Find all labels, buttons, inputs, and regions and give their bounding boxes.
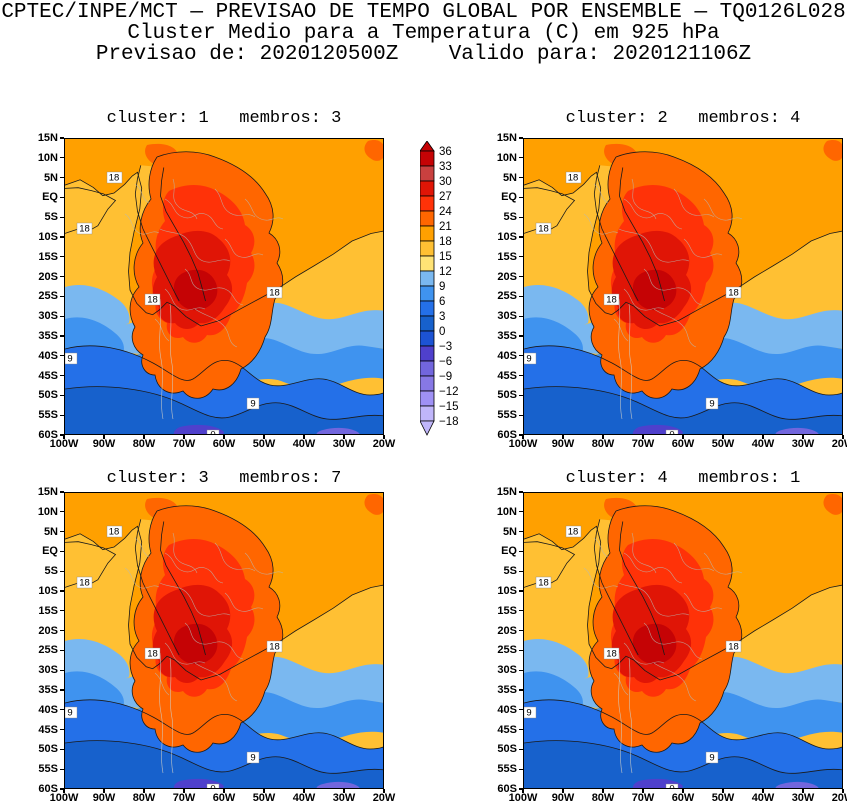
svg-text:18: 18 [568,173,579,184]
svg-text:24: 24 [439,206,452,218]
svg-text:27: 27 [439,191,452,203]
svg-text:18: 18 [109,527,120,538]
svg-text:0: 0 [210,430,215,436]
svg-text:9: 9 [709,753,714,764]
svg-text:18: 18 [439,236,452,248]
svg-text:6: 6 [439,296,445,308]
svg-text:18: 18 [147,649,158,660]
svg-text:9: 9 [526,708,531,719]
svg-text:9: 9 [526,354,531,365]
svg-text:3: 3 [439,311,445,323]
svg-text:18: 18 [728,288,739,299]
svg-text:18: 18 [147,295,158,306]
svg-text:18: 18 [606,649,617,660]
svg-text:18: 18 [538,578,549,589]
svg-text:30: 30 [439,176,452,188]
svg-text:18: 18 [606,295,617,306]
svg-text:18: 18 [269,288,280,299]
svg-text:−6: −6 [439,356,452,368]
svg-text:33: 33 [439,161,452,173]
svg-text:0: 0 [210,784,215,790]
svg-text:18: 18 [728,642,739,653]
svg-text:9: 9 [439,281,445,293]
svg-text:−15: −15 [439,401,459,413]
svg-text:12: 12 [439,266,452,278]
svg-text:18: 18 [79,224,90,235]
svg-text:9: 9 [250,753,255,764]
svg-text:0: 0 [669,430,674,436]
svg-text:−12: −12 [439,386,459,398]
svg-text:18: 18 [269,642,280,653]
svg-text:9: 9 [67,354,72,365]
svg-text:18: 18 [79,578,90,589]
svg-text:9: 9 [709,399,714,410]
svg-text:0: 0 [669,784,674,790]
svg-text:9: 9 [67,708,72,719]
svg-text:18: 18 [538,224,549,235]
svg-text:0: 0 [439,326,445,338]
svg-text:18: 18 [109,173,120,184]
svg-text:−9: −9 [439,371,452,383]
svg-text:9: 9 [250,399,255,410]
svg-text:−18: −18 [439,416,459,428]
svg-text:36: 36 [439,146,452,158]
svg-text:18: 18 [568,527,579,538]
svg-text:15: 15 [439,251,452,263]
svg-text:21: 21 [439,221,452,233]
svg-text:−3: −3 [439,341,452,353]
